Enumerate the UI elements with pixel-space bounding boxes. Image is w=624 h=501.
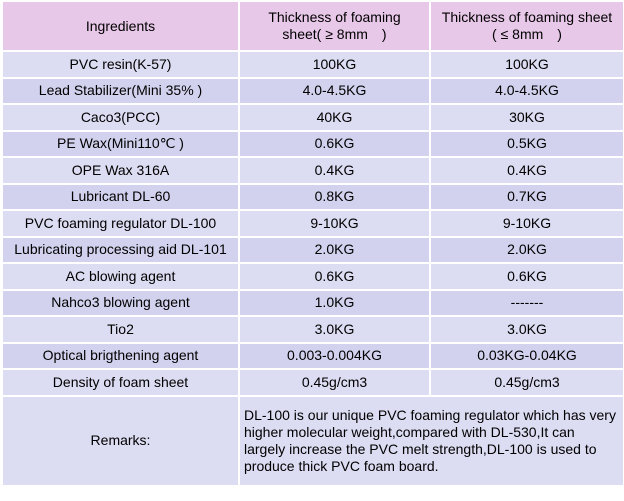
thin-sheet-cell: 0.03KG-0.04KG <box>429 341 624 370</box>
table-row: PE Wax(Mini110℃ ) 0.6KG 0.5KG <box>1 129 624 158</box>
thick-sheet-cell: 1.0KG <box>238 288 431 317</box>
thin-sheet-cell: 30KG <box>429 103 624 132</box>
table-row: Lubricating processing aid DL-101 2.0KG 2.… <box>1 235 624 264</box>
ingredient-cell: Tio2 <box>1 315 240 344</box>
thick-sheet-cell: 0.6KG <box>238 262 431 291</box>
header-ingredients: Ingredients <box>1 0 240 52</box>
thick-sheet-cell: 9-10KG <box>238 209 431 238</box>
table-row: Optical brigthening agent 0.003-0.004KG 0.… <box>1 341 624 370</box>
ingredient-cell: Lead Stabilizer(Mini 35% ) <box>1 76 240 105</box>
table-row: OPE Wax 316A 0.4KG 0.4KG <box>1 156 624 185</box>
table-row: Lead Stabilizer(Mini 35% ) 4.0-4.5KG 4.0-4… <box>1 76 624 105</box>
ingredient-cell: Nahco3 blowing agent <box>1 288 240 317</box>
remarks-label: Remarks: <box>1 394 240 487</box>
table-row: PVC foaming regulator DL-100 9-10KG 9-10KG <box>1 209 624 238</box>
header-thick-line1: Thickness of foaming <box>268 9 401 25</box>
header-thick-sheet: Thickness of foaming sheet( ≥ 8mm ) <box>238 0 431 52</box>
header-row: Ingredients Thickness of foaming sheet( … <box>1 0 624 52</box>
thin-sheet-cell: 0.7KG <box>429 182 624 211</box>
thin-sheet-cell: 3.0KG <box>429 315 624 344</box>
thick-sheet-cell: 0.003-0.004KG <box>238 341 431 370</box>
thin-sheet-cell: 0.4KG <box>429 156 624 185</box>
remarks-text: DL-100 is our unique PVC foaming regulat… <box>238 394 624 487</box>
ingredient-cell: Caco3(PCC) <box>1 103 240 132</box>
thin-sheet-cell: 2.0KG <box>429 235 624 264</box>
thick-sheet-cell: 0.4KG <box>238 156 431 185</box>
header-thick-line2: sheet( ≥ 8mm ) <box>282 26 387 42</box>
remarks-row: Remarks: DL-100 is our unique PVC foamin… <box>1 394 624 487</box>
ingredient-cell: PVC resin(K-57) <box>1 50 240 79</box>
table-row: Lubricant DL-60 0.8KG 0.7KG <box>1 182 624 211</box>
ingredient-cell: Lubricating processing aid DL-101 <box>1 235 240 264</box>
table-row: Caco3(PCC) 40KG 30KG <box>1 103 624 132</box>
thin-sheet-cell: 9-10KG <box>429 209 624 238</box>
thick-sheet-cell: 0.8KG <box>238 182 431 211</box>
table-body: PVC resin(K-57) 100KG 100KG Lead Stabilizer… <box>1 50 624 397</box>
thin-sheet-cell: 0.6KG <box>429 262 624 291</box>
thick-sheet-cell: 3.0KG <box>238 315 431 344</box>
thin-sheet-cell: 0.45g/cm3 <box>429 368 624 397</box>
table-row: Density of foam sheet 0.45g/cm3 0.45g/cm3 <box>1 368 624 397</box>
thin-sheet-cell: 0.5KG <box>429 129 624 158</box>
table-row: Tio2 3.0KG 3.0KG <box>1 315 624 344</box>
thin-sheet-cell: 100KG <box>429 50 624 79</box>
thick-sheet-cell: 0.6KG <box>238 129 431 158</box>
table-row: Nahco3 blowing agent 1.0KG ------- <box>1 288 624 317</box>
header-thin-sheet: Thickness of foaming sheet ( ≤ 8mm ) <box>429 0 624 52</box>
table-row: AC blowing agent 0.6KG 0.6KG <box>1 262 624 291</box>
ingredient-cell: Lubricant DL-60 <box>1 182 240 211</box>
thin-sheet-cell: ------- <box>429 288 624 317</box>
header-thin-line2: ( ≤ 8mm ) <box>492 26 562 42</box>
table-row: PVC resin(K-57) 100KG 100KG <box>1 50 624 79</box>
formulation-table: Ingredients Thickness of foaming sheet( … <box>1 0 624 487</box>
ingredient-cell: Optical brigthening agent <box>1 341 240 370</box>
thick-sheet-cell: 40KG <box>238 103 431 132</box>
ingredient-cell: OPE Wax 316A <box>1 156 240 185</box>
ingredient-cell: PVC foaming regulator DL-100 <box>1 209 240 238</box>
header-thin-line1: Thickness of foaming sheet <box>441 9 613 25</box>
thick-sheet-cell: 2.0KG <box>238 235 431 264</box>
ingredient-cell: Density of foam sheet <box>1 368 240 397</box>
thick-sheet-cell: 4.0-4.5KG <box>238 76 431 105</box>
ingredient-cell: AC blowing agent <box>1 262 240 291</box>
header-ingredients-label: Ingredients <box>85 17 156 34</box>
thin-sheet-cell: 4.0-4.5KG <box>429 76 624 105</box>
thick-sheet-cell: 100KG <box>238 50 431 79</box>
ingredient-cell: PE Wax(Mini110℃ ) <box>1 129 240 158</box>
thick-sheet-cell: 0.45g/cm3 <box>238 368 431 397</box>
